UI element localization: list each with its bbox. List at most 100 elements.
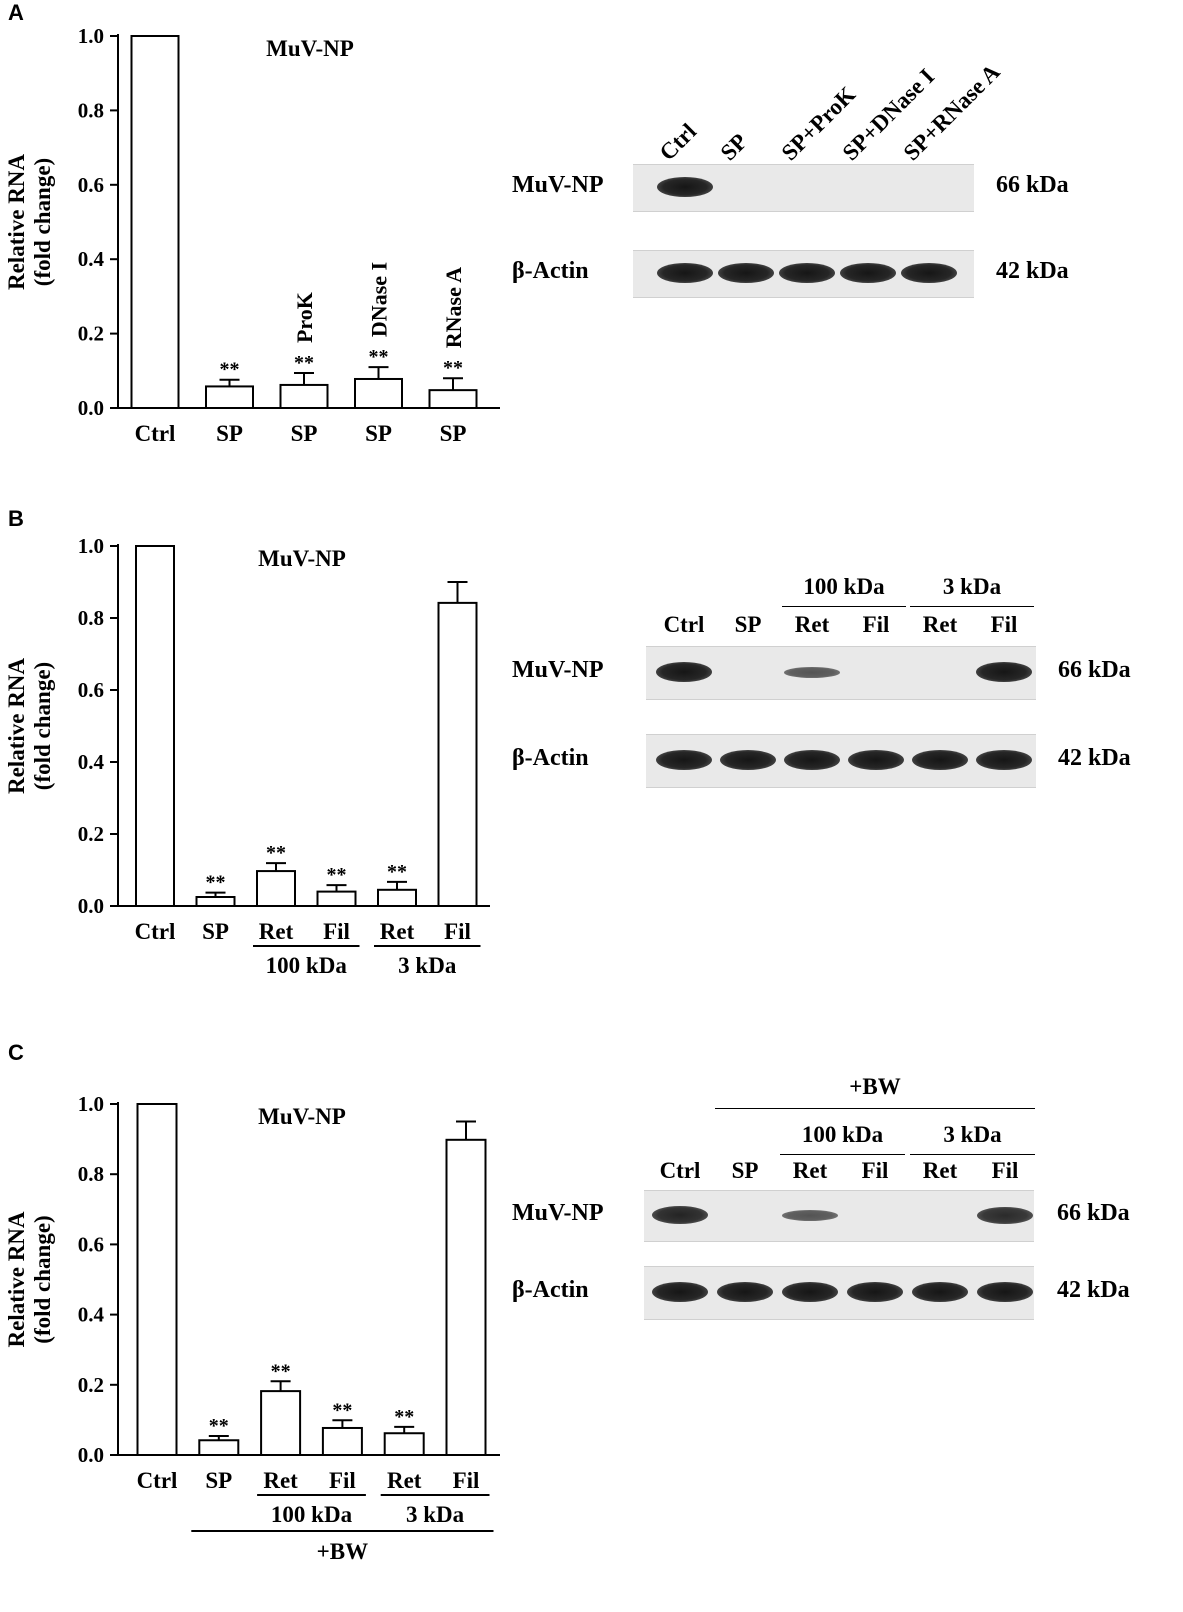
y-tick-label: 1.0 — [78, 24, 104, 48]
y-axis-label: Relative RNA — [4, 1211, 29, 1347]
lane-label: Ret — [922, 1158, 958, 1183]
y-axis-label: (fold change) — [30, 1215, 55, 1343]
blot-band — [718, 263, 774, 283]
lane-label: SP — [734, 612, 762, 637]
significance-mark: ** — [387, 861, 407, 883]
x-tick-label: Ctrl — [137, 1468, 178, 1493]
blot-band — [976, 750, 1032, 770]
blot-row-label: β-Actin — [512, 745, 589, 771]
molecular-weight-label: 42 kDa — [1057, 1277, 1130, 1303]
lane-label: Ctrl — [663, 612, 705, 637]
significance-mark: ** — [220, 359, 240, 381]
molecular-weight-label: 66 kDa — [1058, 657, 1131, 683]
bar — [437, 601, 478, 907]
bar-chart: 0.0 0.2 0.4 0.6 0.8 1.0 Relative RNA (fold chan… — [4, 24, 500, 446]
blot-row-label: MuV-NP — [512, 172, 604, 198]
blot-row-label: MuV-NP — [512, 1200, 604, 1226]
y-tick-label: 0.8 — [78, 606, 104, 630]
blot-group-label: 100 kDa — [782, 574, 906, 607]
bar — [195, 896, 236, 907]
y-tick-label: 1.0 — [78, 534, 104, 558]
blot-band — [652, 1206, 708, 1224]
lane-label: SP — [715, 128, 753, 166]
panel-b: B 0.0 0.2 0.4 0.6 0.8 1.0 Relative RNA (fold ch… — [0, 506, 1183, 996]
blot-supergroup-line — [715, 1108, 1035, 1109]
y-axis-label: Relative RNA — [4, 154, 29, 290]
bar — [279, 383, 329, 410]
x-tick-label: Fil — [453, 1468, 480, 1493]
molecular-weight-label: 42 kDa — [1058, 745, 1131, 771]
blot-band — [784, 750, 840, 770]
y-axis-label: (fold change) — [30, 662, 55, 790]
y-tick-label: 0.0 — [78, 396, 104, 420]
blot-band — [656, 750, 712, 770]
group-label: 3 kDa — [398, 953, 457, 978]
blot-band — [779, 263, 835, 283]
y-tick-label: 1.0 — [78, 1092, 104, 1116]
y-axis-label: (fold change) — [30, 158, 55, 286]
panel-label: B — [8, 506, 24, 531]
blot-group-line — [782, 606, 906, 607]
bar — [198, 1439, 240, 1456]
blot-band — [912, 750, 968, 770]
blot-membrane — [644, 1266, 1034, 1320]
blot-band — [901, 263, 957, 283]
blot-band — [657, 263, 713, 283]
blot-row-label: MuV-NP — [512, 657, 604, 683]
blot-group-line — [910, 1154, 1035, 1155]
bar-treatment-label: RNase A — [441, 267, 466, 348]
blot-band — [977, 1282, 1033, 1302]
bar — [136, 1103, 178, 1456]
blot-group-label: 100 kDa — [780, 1122, 905, 1155]
x-tick-label: Ret — [259, 919, 294, 944]
group-label: 3 kDa — [406, 1502, 465, 1527]
bar — [428, 389, 478, 410]
blot-group-line — [910, 606, 1034, 607]
bar-treatment-label: ProK — [292, 292, 317, 343]
bar — [205, 385, 254, 410]
blot-band — [912, 1282, 968, 1302]
group-label: 100 kDa — [266, 953, 348, 978]
lane-label: Fil — [991, 1158, 1019, 1183]
bar — [135, 545, 175, 907]
panel-label: A — [8, 0, 24, 25]
bar — [383, 1432, 425, 1457]
x-tick-label: Ret — [387, 1468, 422, 1493]
significance-mark: ** — [209, 1415, 229, 1437]
x-tick-label: Fil — [323, 919, 350, 944]
x-tick-label: SP — [291, 421, 318, 446]
y-tick-label: 0.2 — [78, 322, 104, 346]
blot-band — [657, 177, 713, 197]
panel-c: C 0.0 0.2 0.4 0.6 0.8 1.0 Relative RNA (fold ch… — [0, 1040, 1183, 1612]
x-tick-label: SP — [365, 421, 392, 446]
molecular-weight-label: 66 kDa — [996, 172, 1069, 198]
blot-band — [717, 1282, 773, 1302]
x-tick-label: SP — [202, 919, 229, 944]
lane-label: Ret — [792, 1158, 828, 1183]
lane-label: Ret — [794, 612, 830, 637]
x-tick-label: Ctrl — [135, 421, 176, 446]
bar — [321, 1426, 363, 1456]
lane-label: Ctrl — [654, 118, 702, 166]
blot-row-label: β-Actin — [512, 258, 589, 284]
y-tick-label: 0.4 — [78, 1303, 105, 1327]
blot-supergroup-label: +BW — [715, 1074, 1035, 1109]
significance-mark: ** — [327, 864, 347, 886]
blot-band — [848, 750, 904, 770]
lane-label: Ctrl — [659, 1158, 701, 1183]
lane-label: Ret — [922, 612, 958, 637]
molecular-weight-label: 42 kDa — [996, 258, 1069, 284]
blot-band — [977, 1206, 1033, 1224]
significance-mark: ** — [271, 1360, 291, 1382]
blot-band — [976, 662, 1032, 682]
x-tick-label: SP — [440, 421, 467, 446]
x-tick-label: SP — [205, 1468, 232, 1493]
y-tick-label: 0.6 — [78, 678, 104, 702]
blot-band — [782, 1282, 838, 1302]
blot-band — [784, 666, 840, 678]
blot-band — [720, 750, 776, 770]
y-tick-label: 0.0 — [78, 894, 104, 918]
significance-mark: ** — [369, 346, 389, 368]
bar — [130, 35, 180, 409]
lane-label: SP — [731, 1158, 759, 1183]
